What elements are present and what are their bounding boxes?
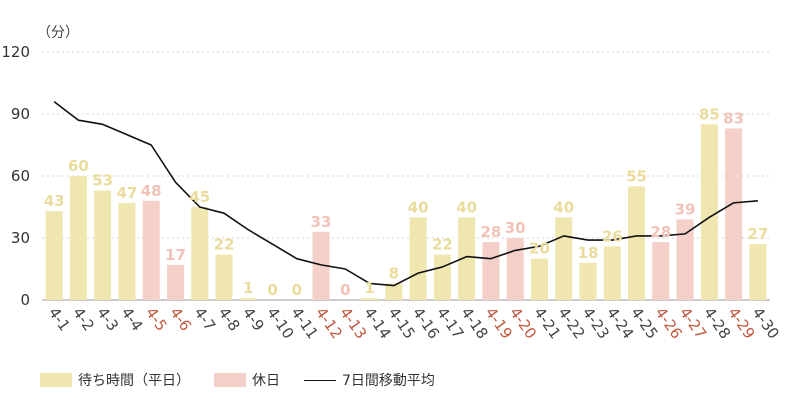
- y-axis-unit: （分）: [37, 25, 79, 41]
- legend-weekday-label: 待ち時間（平日）: [78, 373, 190, 389]
- bar-4-14: [361, 297, 379, 300]
- bar-4-1: [45, 211, 63, 300]
- data-label-4-6: 17: [165, 246, 186, 264]
- x-tick-label-4-9: 4-9: [239, 304, 268, 334]
- data-label-4-11: 0: [292, 281, 302, 299]
- data-label-4-7: 45: [189, 188, 210, 206]
- legend-holiday: 休日: [214, 370, 280, 390]
- bar-4-19: [482, 242, 500, 300]
- data-label-4-3: 53: [92, 171, 113, 189]
- bar-4-25: [628, 186, 646, 300]
- data-label-4-13: 0: [340, 281, 350, 299]
- data-label-4-17: 22: [432, 236, 453, 254]
- x-tick-label-4-4: 4-4: [118, 304, 147, 334]
- data-label-4-30: 27: [747, 225, 768, 243]
- y-tick-label: 90: [11, 105, 30, 123]
- bar-4-7: [191, 207, 209, 300]
- data-label-4-1: 43: [44, 192, 65, 210]
- legend: 待ち時間（平日） 休日 7日間移動平均: [40, 368, 459, 392]
- legend-weekday: 待ち時間（平日）: [40, 370, 190, 390]
- bar-4-23: [579, 262, 597, 300]
- x-tick-label-4-5: 4-5: [142, 304, 171, 334]
- x-tick-label-4-6: 4-6: [166, 304, 195, 334]
- legend-holiday-label: 休日: [252, 373, 280, 389]
- bar-4-3: [94, 190, 112, 300]
- y-axis-ticks: 0 30 60 90 120: [1, 43, 30, 309]
- data-label-4-16: 40: [408, 198, 429, 216]
- bar-4-9: [239, 297, 257, 300]
- data-label-4-26: 28: [650, 223, 671, 241]
- data-label-4-8: 22: [214, 236, 235, 254]
- y-tick-label: 0: [20, 291, 30, 309]
- bar-4-30: [749, 244, 767, 300]
- bar-4-2: [69, 176, 87, 300]
- data-label-4-25: 55: [626, 167, 647, 185]
- legend-average-label: 7日間移動平均: [342, 373, 435, 389]
- data-label-4-24: 26: [602, 227, 623, 245]
- bar-4-27: [676, 219, 694, 300]
- y-tick-label: 120: [1, 43, 30, 61]
- data-label-4-10: 0: [267, 281, 277, 299]
- y-tick-label: 60: [11, 167, 30, 185]
- grid-lines: [42, 51, 770, 301]
- legend-average: 7日間移動平均: [304, 370, 435, 390]
- legend-holiday-swatch: [214, 373, 246, 387]
- bar-4-8: [215, 254, 233, 300]
- x-tick-label-4-7: 4-7: [190, 304, 219, 334]
- bar-4-4: [118, 202, 136, 300]
- bar-4-18: [458, 217, 476, 300]
- moving-average-line: [53, 100, 758, 287]
- data-label-4-15: 8: [389, 264, 399, 282]
- bar-4-28: [700, 124, 718, 300]
- data-label-4-12: 33: [311, 213, 332, 231]
- moving-average-layer: [53, 100, 758, 287]
- bar-4-15: [385, 283, 403, 300]
- bar-4-24: [603, 246, 621, 300]
- bar-4-21: [530, 258, 548, 300]
- data-label-4-20: 30: [505, 219, 526, 237]
- x-tick-label-4-30: 4-30: [749, 304, 783, 342]
- data-label-4-9: 1: [243, 279, 253, 297]
- bars: [45, 124, 767, 300]
- bar-4-29: [725, 128, 743, 300]
- x-tick-label-4-2: 4-2: [69, 304, 98, 334]
- data-label-4-4: 47: [116, 184, 137, 202]
- data-label-4-29: 83: [723, 109, 744, 127]
- y-tick-label: 30: [11, 229, 30, 247]
- bar-4-16: [409, 217, 427, 300]
- x-axis-ticks: 4-14-24-34-44-54-64-74-84-94-104-114-124…: [45, 304, 783, 342]
- bar-4-22: [555, 217, 573, 300]
- bar-4-17: [433, 254, 451, 300]
- data-label-4-22: 40: [553, 198, 574, 216]
- data-label-4-19: 28: [480, 223, 501, 241]
- data-label-4-5: 48: [141, 182, 162, 200]
- x-tick-label-4-3: 4-3: [93, 304, 122, 334]
- bar-4-5: [142, 200, 160, 300]
- bar-4-6: [166, 264, 184, 300]
- data-label-4-14: 1: [364, 279, 374, 297]
- data-label-4-23: 18: [578, 244, 599, 262]
- legend-average-swatch: [304, 379, 336, 381]
- data-label-4-28: 85: [699, 105, 720, 123]
- x-tick-label-4-1: 4-1: [45, 304, 74, 334]
- legend-weekday-swatch: [40, 373, 72, 387]
- data-label-4-18: 40: [456, 198, 477, 216]
- bar-4-26: [652, 242, 670, 300]
- data-label-4-2: 60: [68, 157, 89, 175]
- x-tick-label-4-8: 4-8: [215, 304, 244, 334]
- data-label-4-21: 20: [529, 240, 550, 258]
- bar-4-12: [312, 231, 330, 300]
- data-label-4-27: 39: [675, 200, 696, 218]
- bar-4-20: [506, 238, 524, 300]
